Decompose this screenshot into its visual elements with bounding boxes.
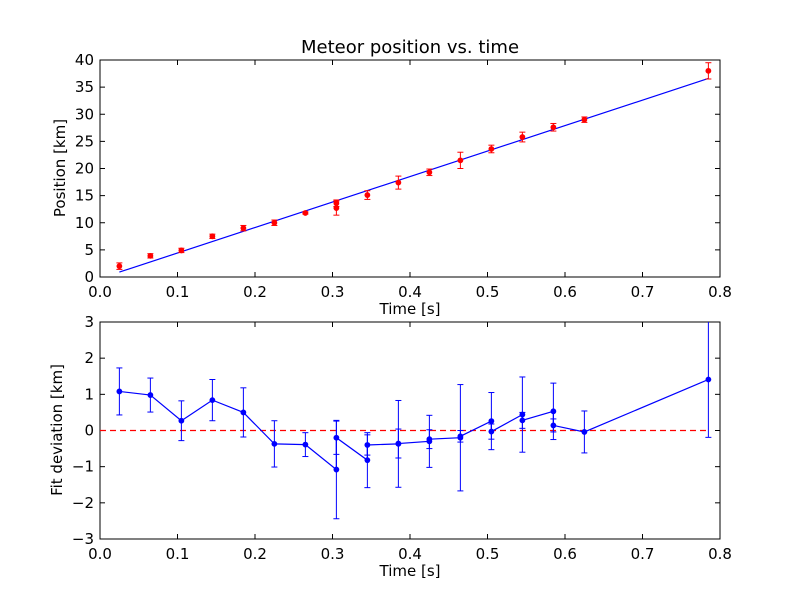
bottom-x-axis-ticks: 0.0 0.1 0.2 0.3 0.4 0.5 0.6 0.7 0.8 bbox=[88, 322, 732, 563]
bottom-data-point bbox=[581, 429, 588, 435]
top-y-tick-label: 30 bbox=[75, 105, 94, 123]
top-y-tick-label: 15 bbox=[75, 187, 94, 205]
bottom-data-point bbox=[271, 440, 278, 447]
bottom-x-tick-label: 0.2 bbox=[243, 545, 267, 563]
bottom-data-point bbox=[333, 434, 340, 441]
bottom-data-point bbox=[705, 376, 712, 383]
bottom-y-tick-label: −1 bbox=[72, 458, 94, 476]
top-fit-line bbox=[119, 77, 709, 273]
top-data-point bbox=[209, 233, 216, 240]
top-data-point bbox=[116, 263, 123, 270]
bottom-data-point bbox=[395, 440, 402, 447]
bottom-x-tick-label: 0.4 bbox=[398, 545, 422, 563]
bottom-x-tick-label: 0.5 bbox=[476, 545, 500, 563]
top-y-tick-label: 10 bbox=[75, 214, 94, 232]
bottom-data-point bbox=[550, 408, 557, 415]
top-y-tick-label: 25 bbox=[75, 132, 94, 150]
bottom-data-point bbox=[178, 417, 185, 424]
bottom-y-tick-label: −3 bbox=[72, 530, 94, 548]
top-x-tick-label: 0.2 bbox=[243, 283, 267, 301]
top-x-axis-ticks: 0.0 0.1 0.2 0.3 0.4 0.5 0.6 0.7 0.8 bbox=[88, 60, 732, 301]
bottom-data-point bbox=[302, 441, 309, 448]
bottom-data-point bbox=[519, 417, 526, 424]
bottom-y-axis-label: Fit deviation [km] bbox=[48, 364, 66, 496]
bottom-data-point bbox=[550, 422, 557, 429]
top-chart-plot-area bbox=[99, 59, 721, 278]
top-data-point bbox=[519, 134, 526, 140]
top-chart-marks bbox=[116, 62, 712, 273]
top-x-tick-label: 0.3 bbox=[321, 283, 345, 301]
bottom-data-point bbox=[364, 442, 371, 448]
top-y-tick-label: 5 bbox=[84, 241, 94, 259]
top-data-point bbox=[240, 225, 247, 232]
top-data-point bbox=[550, 124, 557, 131]
top-x-tick-label: 0.5 bbox=[476, 283, 500, 301]
top-data-point bbox=[457, 157, 464, 164]
top-chart-title: Meteor position vs. time bbox=[301, 37, 519, 58]
bottom-data-point bbox=[333, 466, 340, 473]
bottom-x-tick-label: 0.8 bbox=[708, 545, 732, 563]
top-x-tick-label: 0.7 bbox=[631, 283, 655, 301]
top-data-point bbox=[333, 205, 340, 212]
bottom-x-axis-label: Time [s] bbox=[379, 562, 441, 580]
bottom-chart-marks bbox=[100, 322, 712, 520]
bottom-y-axis-ticks: −3 −2 −1 0 1 2 3 bbox=[72, 313, 720, 548]
bottom-data-point bbox=[209, 397, 216, 404]
top-data-point bbox=[147, 252, 154, 259]
bottom-y-tick-label: 1 bbox=[84, 385, 94, 403]
bottom-chart: 0.0 0.1 0.2 0.3 0.4 0.5 0.6 0.7 0.8 −3 −2 −1 0 1 2 3 T… bbox=[48, 313, 732, 580]
top-x-tick-label: 0.6 bbox=[553, 283, 577, 301]
bottom-x-tick-label: 0.0 bbox=[88, 545, 112, 563]
bottom-x-tick-label: 0.6 bbox=[553, 545, 577, 563]
top-data-point bbox=[178, 247, 185, 254]
top-data-point bbox=[364, 192, 371, 198]
bottom-y-tick-label: 3 bbox=[84, 313, 94, 331]
top-x-tick-label: 0.4 bbox=[398, 283, 422, 301]
top-x-tick-label: 0.1 bbox=[166, 283, 190, 301]
top-data-point bbox=[302, 210, 309, 216]
top-y-axis-ticks: 0 5 10 15 20 25 30 35 40 bbox=[75, 51, 720, 286]
top-y-tick-label: 20 bbox=[75, 160, 94, 178]
top-y-tick-label: 40 bbox=[75, 51, 94, 69]
bottom-data-point bbox=[488, 418, 495, 424]
top-y-tick-label: 35 bbox=[75, 78, 94, 96]
top-y-tick-label: 0 bbox=[84, 268, 94, 286]
top-x-axis-label: Time [s] bbox=[379, 300, 441, 318]
bottom-data-point bbox=[457, 433, 464, 440]
top-data-point bbox=[271, 219, 278, 226]
bottom-data-point bbox=[426, 436, 433, 443]
bottom-x-tick-label: 0.3 bbox=[321, 545, 345, 563]
bottom-data-point bbox=[147, 392, 154, 398]
bottom-x-tick-label: 0.7 bbox=[631, 545, 655, 563]
top-data-point bbox=[488, 146, 495, 152]
bottom-y-tick-label: 0 bbox=[84, 422, 94, 440]
top-data-point bbox=[395, 179, 402, 186]
top-data-point bbox=[581, 116, 588, 123]
bottom-data-point bbox=[488, 428, 495, 435]
top-x-tick-label: 0.8 bbox=[708, 283, 732, 301]
top-data-point bbox=[705, 67, 712, 74]
bottom-data-point bbox=[116, 388, 123, 395]
bottom-y-tick-label: 2 bbox=[84, 349, 94, 367]
top-chart: Meteor position vs. time 0.0 0.1 0.2 0.3 0.4… bbox=[51, 37, 732, 318]
bottom-y-tick-label: −2 bbox=[72, 494, 94, 512]
bottom-x-tick-label: 0.1 bbox=[166, 545, 190, 563]
top-x-tick-label: 0.0 bbox=[88, 283, 112, 301]
top-data-point bbox=[426, 169, 433, 176]
bottom-data-point bbox=[240, 409, 247, 416]
bottom-data-point bbox=[364, 457, 371, 464]
top-y-axis-label: Position [km] bbox=[51, 119, 69, 217]
